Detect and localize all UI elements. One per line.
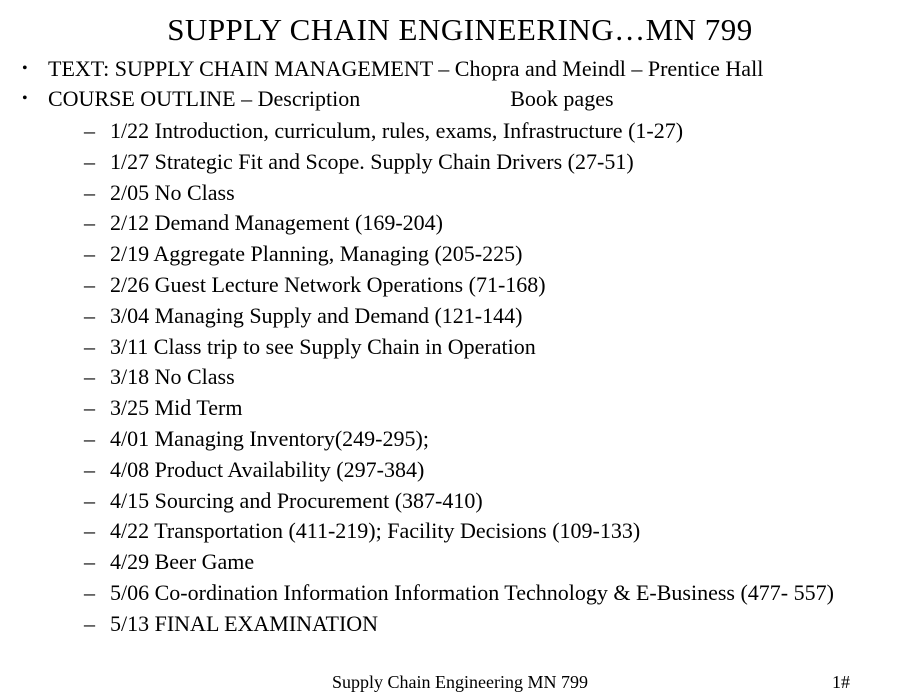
outline-item: • COURSE OUTLINE – Description Book page… <box>22 86 920 112</box>
schedule-entry: 2/19 Aggregate Planning, Managing (205-2… <box>110 239 522 270</box>
dash-icon: – <box>84 424 110 455</box>
dash-icon: – <box>84 609 110 640</box>
bullet-icon: • <box>22 56 48 82</box>
dash-icon: – <box>84 362 110 393</box>
page-title: SUPPLY CHAIN ENGINEERING…MN 799 <box>0 12 920 48</box>
list-item: –3/11 Class trip to see Supply Chain in … <box>84 332 920 363</box>
schedule-entry: 4/01 Managing Inventory(249-295); <box>110 424 429 455</box>
schedule-entry: 3/25 Mid Term <box>110 393 243 424</box>
schedule-entry: 4/22 Transportation (411-219); Facility … <box>110 516 640 547</box>
list-item: –2/12 Demand Management (169-204) <box>84 208 920 239</box>
list-item: –3/04 Managing Supply and Demand (121-14… <box>84 301 920 332</box>
dash-icon: – <box>84 516 110 547</box>
outline-pages-label: Book pages <box>510 86 613 112</box>
dash-icon: – <box>84 455 110 486</box>
list-item: –3/18 No Class <box>84 362 920 393</box>
list-item: –1/22 Introduction, curriculum, rules, e… <box>84 116 920 147</box>
dash-icon: – <box>84 239 110 270</box>
schedule-entry: 4/08 Product Availability (297-384) <box>110 455 424 486</box>
schedule-entry: 2/05 No Class <box>110 178 235 209</box>
schedule-entry: 1/22 Introduction, curriculum, rules, ex… <box>110 116 683 147</box>
list-item: –1/27 Strategic Fit and Scope. Supply Ch… <box>84 147 920 178</box>
list-item: –5/06 Co-ordination Information Informat… <box>84 578 920 609</box>
schedule-entry: 4/29 Beer Game <box>110 547 254 578</box>
dash-icon: – <box>84 270 110 301</box>
dash-icon: – <box>84 393 110 424</box>
schedule-entry: 1/27 Strategic Fit and Scope. Supply Cha… <box>110 147 634 178</box>
dash-icon: – <box>84 116 110 147</box>
schedule-entry: 5/06 Co-ordination Information Informati… <box>110 578 834 609</box>
top-level-list: • TEXT: SUPPLY CHAIN MANAGEMENT – Chopra… <box>0 56 920 112</box>
schedule-entry: 5/13 FINAL EXAMINATION <box>110 609 378 640</box>
schedule-entry: 2/26 Guest Lecture Network Operations (7… <box>110 270 546 301</box>
list-item: –2/19 Aggregate Planning, Managing (205-… <box>84 239 920 270</box>
schedule-entry: 3/11 Class trip to see Supply Chain in O… <box>110 332 536 363</box>
dash-icon: – <box>84 578 110 609</box>
text-item-content: TEXT: SUPPLY CHAIN MANAGEMENT – Chopra a… <box>48 56 920 82</box>
list-item: –5/13 FINAL EXAMINATION <box>84 609 920 640</box>
outline-description-label: COURSE OUTLINE – Description <box>48 86 360 112</box>
outline-header: COURSE OUTLINE – Description Book pages <box>48 86 920 112</box>
list-item: –3/25 Mid Term <box>84 393 920 424</box>
dash-icon: – <box>84 547 110 578</box>
text-item: • TEXT: SUPPLY CHAIN MANAGEMENT – Chopra… <box>22 56 920 82</box>
dash-icon: – <box>84 208 110 239</box>
list-item: –2/26 Guest Lecture Network Operations (… <box>84 270 920 301</box>
schedule-entry: 3/04 Managing Supply and Demand (121-144… <box>110 301 522 332</box>
dash-icon: – <box>84 486 110 517</box>
schedule-entry: 3/18 No Class <box>110 362 235 393</box>
dash-icon: – <box>84 178 110 209</box>
schedule-entry: 4/15 Sourcing and Procurement (387-410) <box>110 486 483 517</box>
list-item: –2/05 No Class <box>84 178 920 209</box>
list-item: –4/15 Sourcing and Procurement (387-410) <box>84 486 920 517</box>
schedule-entry: 2/12 Demand Management (169-204) <box>110 208 443 239</box>
list-item: –4/08 Product Availability (297-384) <box>84 455 920 486</box>
list-item: –4/01 Managing Inventory(249-295); <box>84 424 920 455</box>
dash-icon: – <box>84 147 110 178</box>
dash-icon: – <box>84 301 110 332</box>
dash-icon: – <box>84 332 110 363</box>
list-item: –4/29 Beer Game <box>84 547 920 578</box>
schedule-list: –1/22 Introduction, curriculum, rules, e… <box>0 116 920 640</box>
list-item: –4/22 Transportation (411-219); Facility… <box>84 516 920 547</box>
bullet-icon: • <box>22 86 48 112</box>
